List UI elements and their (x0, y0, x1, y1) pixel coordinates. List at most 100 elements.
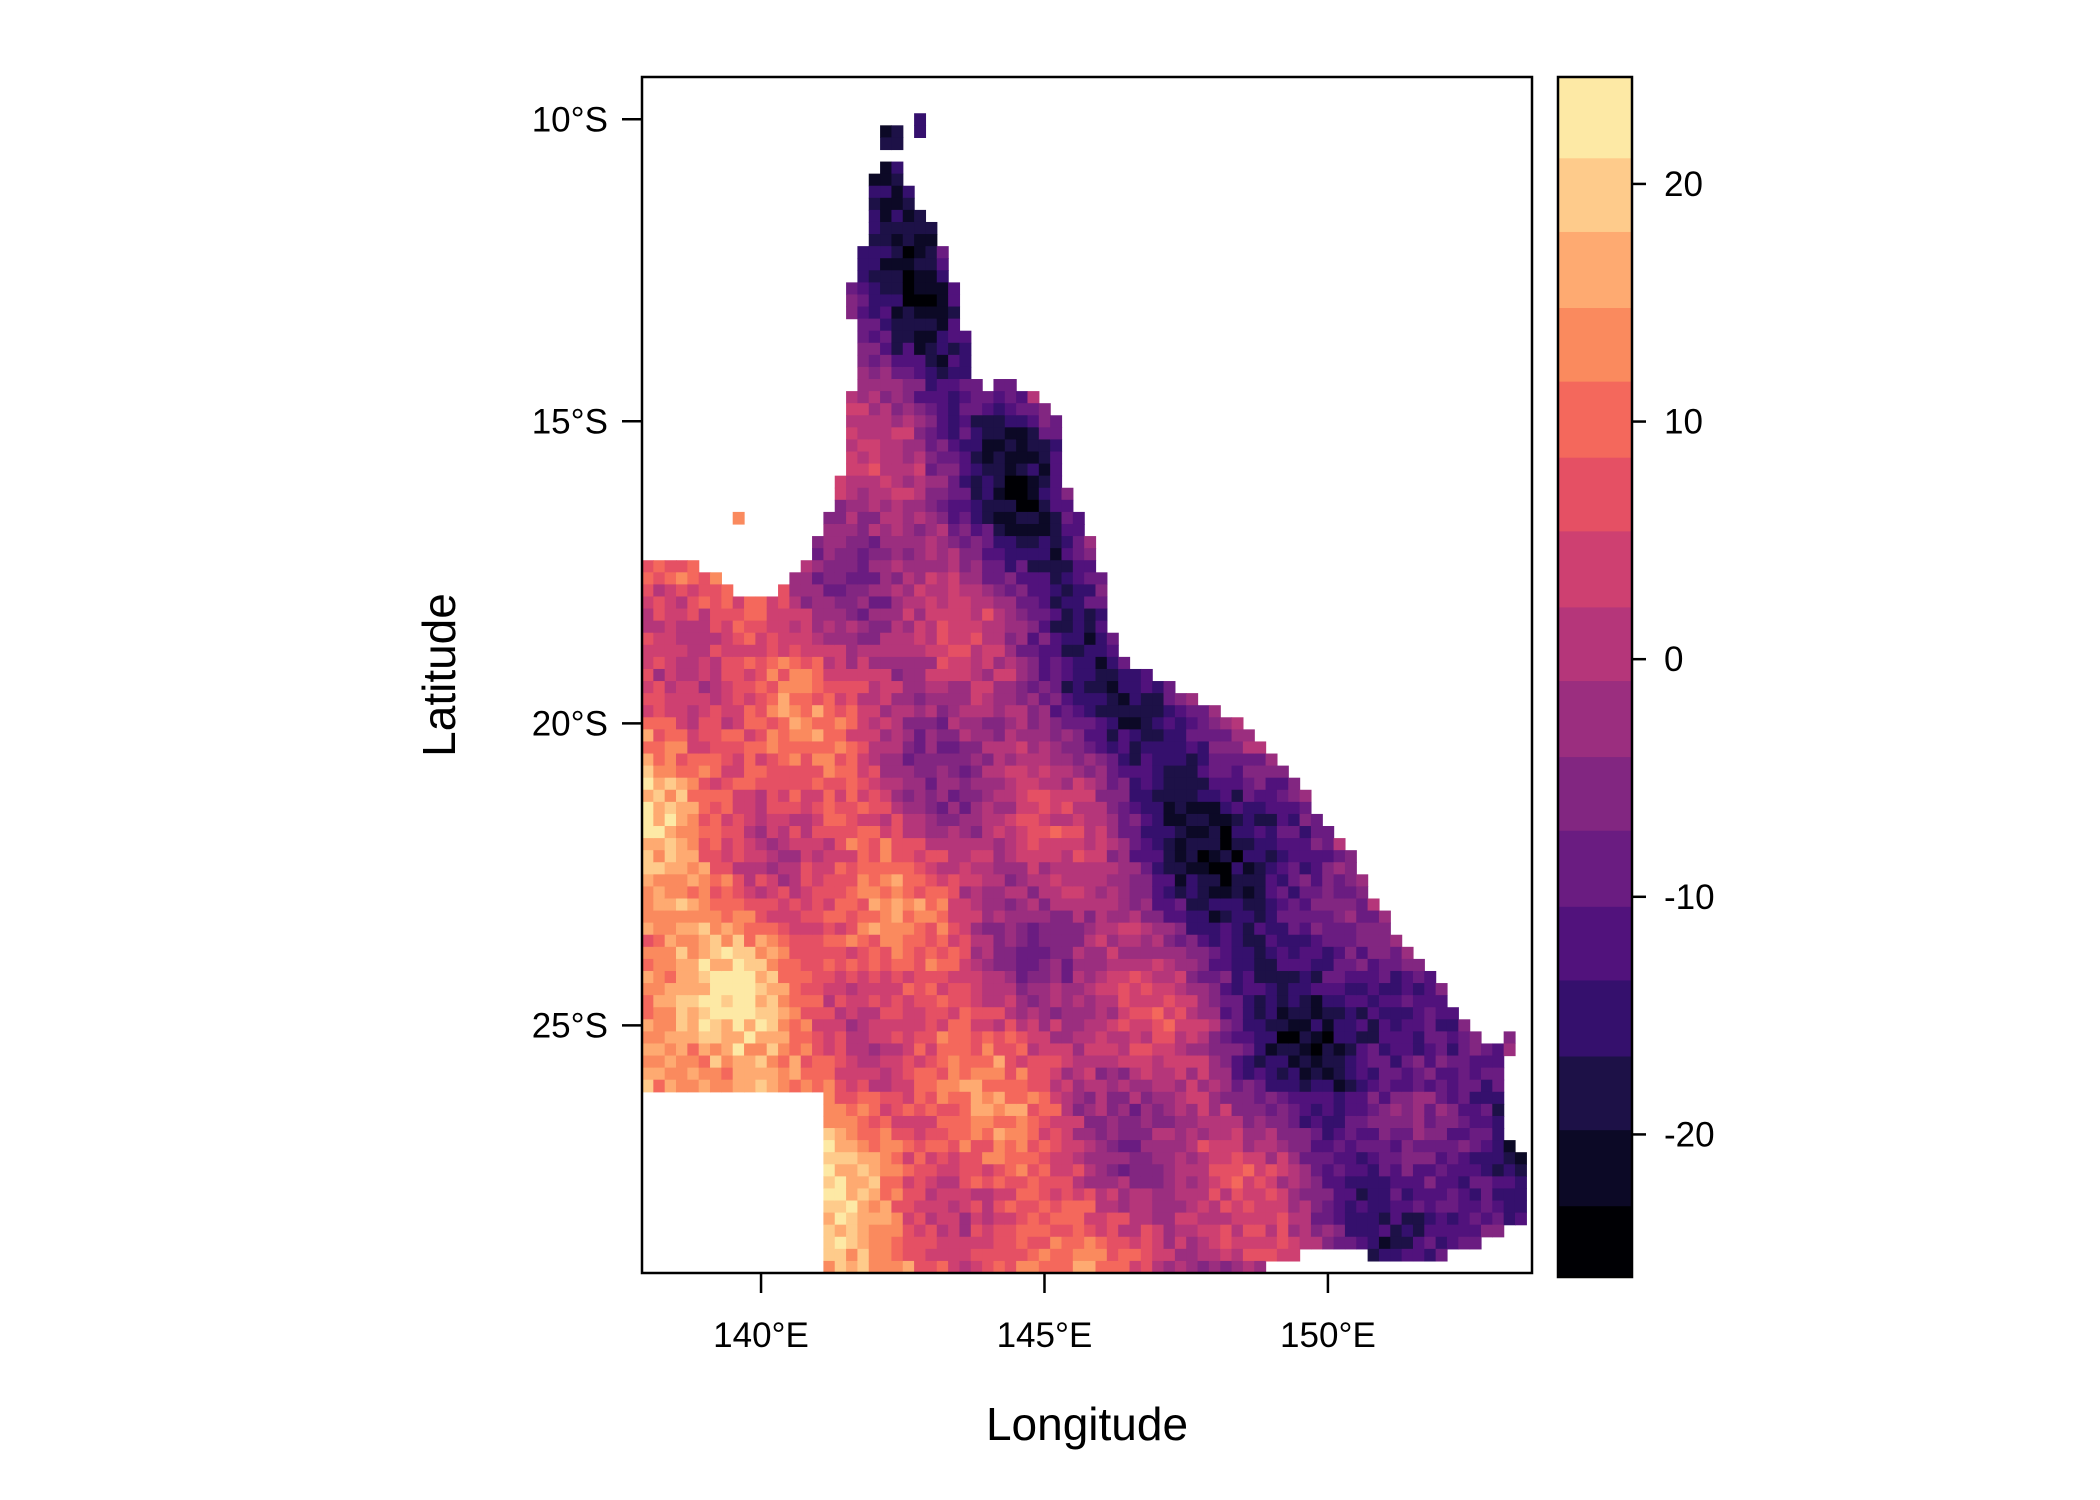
raster-cell (891, 572, 904, 585)
raster-cell (1118, 1236, 1131, 1250)
raster-cell (1027, 801, 1040, 815)
raster-cell (982, 596, 995, 610)
raster-cell (721, 705, 734, 718)
raster-cell (1344, 1103, 1357, 1117)
raster-cell (1242, 1152, 1255, 1165)
raster-cell (1208, 826, 1221, 839)
raster-cell (676, 922, 688, 936)
raster-cell (1050, 451, 1063, 465)
raster-cell (778, 789, 790, 803)
raster-cell (857, 1260, 870, 1273)
raster-cell (925, 548, 938, 561)
raster-cell (948, 741, 961, 755)
raster-cell (1072, 910, 1085, 924)
raster-cell (800, 668, 813, 682)
raster-cell (1118, 970, 1131, 984)
raster-cell (1220, 910, 1233, 924)
raster-cell (1050, 729, 1063, 743)
raster-cell (1412, 1055, 1425, 1069)
raster-cell (789, 777, 802, 791)
raster-cell (1163, 1103, 1176, 1117)
raster-cell (653, 1043, 666, 1057)
raster-cell (800, 1079, 813, 1093)
raster-cell (721, 813, 734, 827)
raster-cell (1129, 1260, 1142, 1273)
raster-cell (1231, 1224, 1244, 1238)
raster-cell (1424, 1140, 1437, 1153)
raster-cell (868, 258, 881, 271)
raster-cell (857, 475, 870, 489)
raster-cell (834, 1043, 847, 1057)
raster-cell (1231, 970, 1244, 984)
raster-cell (857, 1164, 870, 1177)
raster-cell (846, 874, 859, 888)
raster-cell (1038, 705, 1051, 718)
raster-cell (1016, 886, 1029, 900)
raster-cell (710, 608, 722, 622)
raster-cell (846, 463, 859, 477)
raster-cell (891, 366, 904, 380)
raster-cell (857, 258, 870, 271)
raster-cell (1220, 1212, 1233, 1226)
raster-cell (812, 620, 824, 634)
raster-cell (1231, 826, 1244, 839)
raster-cell (982, 705, 995, 718)
raster-cell (902, 1188, 915, 1202)
x-tick-label: 150°E (1280, 1316, 1376, 1355)
raster-cell (1480, 1212, 1493, 1226)
raster-cell (1016, 523, 1029, 537)
y-axis-title: Latitude (413, 593, 465, 757)
raster-cell (970, 717, 983, 730)
raster-cell (744, 705, 756, 718)
raster-cell (1186, 1103, 1199, 1117)
raster-cell (1310, 1115, 1323, 1129)
raster-cell (1344, 1019, 1357, 1032)
raster-cell (1197, 874, 1210, 888)
raster-cell (1095, 608, 1108, 622)
raster-cell (925, 1224, 938, 1238)
raster-cell (664, 729, 677, 743)
raster-cell (1072, 523, 1085, 537)
raster-cell (1016, 970, 1029, 984)
raster-cell (891, 354, 904, 368)
raster-cell (1435, 1140, 1448, 1153)
raster-cell (1140, 1188, 1153, 1202)
raster-cell (1299, 886, 1312, 900)
raster-cell (1118, 1152, 1131, 1165)
raster-cell (1072, 1224, 1085, 1238)
raster-cell (857, 548, 870, 561)
raster-cell (959, 656, 972, 670)
raster-cell (1197, 1128, 1210, 1141)
raster-cell (789, 850, 802, 863)
raster-cell (993, 584, 1006, 598)
raster-cell (664, 608, 677, 622)
raster-cell (823, 850, 836, 863)
raster-cell (846, 584, 859, 598)
raster-cell (857, 246, 870, 259)
raster-cell (710, 995, 722, 1008)
raster-cell (959, 1031, 972, 1045)
raster-cell (1152, 1103, 1165, 1117)
raster-cell (857, 294, 870, 308)
raster-cell (1401, 1236, 1414, 1250)
raster-cell (1061, 1043, 1074, 1057)
colorbar-swatch (1558, 1129, 1632, 1207)
raster-cell (925, 403, 938, 416)
raster-cell (1004, 1115, 1017, 1129)
raster-cell (789, 620, 802, 634)
raster-cell (1469, 1103, 1482, 1117)
raster-cell (1220, 850, 1233, 863)
raster-cell (1152, 705, 1165, 718)
raster-cell (1322, 1176, 1335, 1190)
raster-cell (823, 729, 836, 743)
raster-cell (1072, 801, 1085, 815)
raster-cell (1242, 850, 1255, 863)
raster-cell (1061, 898, 1074, 912)
raster-cell (823, 874, 836, 888)
raster-cell (642, 681, 654, 694)
raster-cell (1469, 1128, 1482, 1141)
raster-cell (1004, 995, 1017, 1008)
raster-cell (710, 632, 722, 646)
raster-cell (1106, 1091, 1119, 1105)
raster-cell (1004, 874, 1017, 888)
